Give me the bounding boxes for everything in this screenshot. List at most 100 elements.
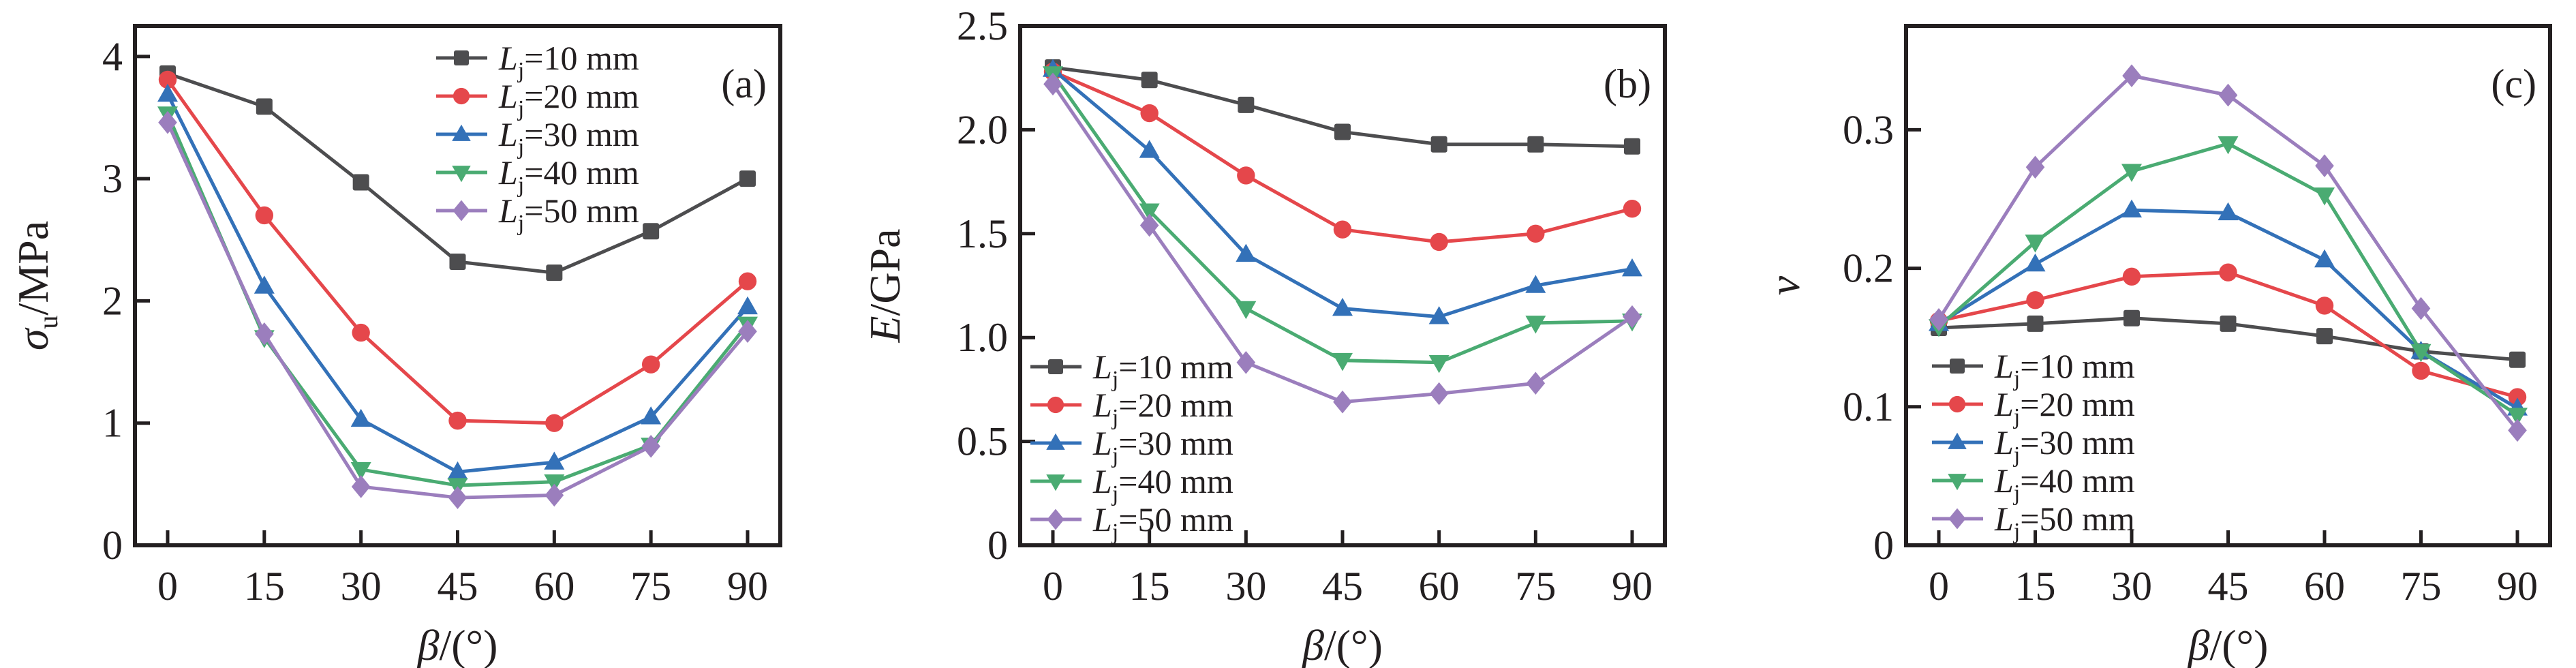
- legend-item: Lj=40 mm: [1932, 461, 2135, 506]
- chart-panel-c: 0 0.1 0.2 0.3 0 15 30 45 60 75 90 β/(°) ν (c) Lj=10 mm…: [1760, 24, 2552, 668]
- legend-label: Lj=20 mm: [498, 77, 639, 121]
- data-point: [544, 451, 565, 470]
- y-tick-label: 2: [102, 278, 123, 323]
- x-tick-label: 75: [630, 564, 671, 609]
- x-tick-label: 90: [1612, 564, 1653, 609]
- series-2: [1043, 62, 1642, 252]
- data-point: [1236, 350, 1256, 374]
- data-point: [350, 462, 371, 481]
- y-tick-label: 0.2: [1843, 246, 1894, 291]
- data-point: [1139, 213, 1159, 237]
- data-point: [2509, 351, 2526, 368]
- data-point: [2315, 297, 2334, 315]
- y-tick-label: 0: [102, 523, 123, 568]
- legend-marker: [1046, 474, 1065, 491]
- x-tick-label: 60: [534, 564, 574, 609]
- legend-label: Lj=20 mm: [1994, 385, 2135, 429]
- data-point: [1430, 136, 1447, 153]
- series-2: [158, 70, 757, 432]
- data-point: [1332, 352, 1353, 371]
- data-point: [2027, 315, 2044, 332]
- data-point: [1333, 220, 1352, 239]
- data-point: [738, 272, 757, 290]
- legend-marker: [452, 124, 471, 141]
- data-point: [256, 98, 273, 115]
- x-tick-label: 15: [244, 564, 285, 609]
- series-5: [1929, 64, 2527, 442]
- legend-marker: [1948, 508, 1966, 530]
- data-point: [1428, 306, 1450, 324]
- series-line: [1052, 70, 1633, 244]
- data-point: [1929, 307, 1948, 331]
- legend-label: Lj=20 mm: [1092, 386, 1233, 430]
- data-point: [1236, 243, 1257, 262]
- data-point: [546, 264, 563, 282]
- y-axis-label: E/GPa: [861, 228, 909, 343]
- legend-label: Lj=30 mm: [498, 115, 639, 160]
- data-point: [738, 320, 757, 344]
- legend-label: Lj=10 mm: [1994, 347, 2135, 391]
- data-point: [448, 411, 467, 430]
- data-point: [2315, 154, 2334, 178]
- x-tick-label: 30: [1225, 564, 1266, 609]
- data-point: [2218, 136, 2239, 155]
- data-point: [1526, 371, 1546, 395]
- data-point: [1141, 72, 1158, 89]
- x-tick-label: 60: [2304, 564, 2345, 609]
- x-tick-label: 45: [1322, 564, 1363, 609]
- data-point: [739, 170, 756, 187]
- data-point: [352, 323, 370, 342]
- data-point: [2316, 328, 2333, 345]
- data-point: [737, 296, 758, 315]
- legend-label: Lj=50 mm: [1994, 500, 2135, 544]
- legend-label: Lj=30 mm: [1092, 424, 1233, 468]
- data-point: [544, 474, 565, 493]
- y-tick-label: 0.1: [1843, 384, 1894, 429]
- x-tick-label: 45: [438, 564, 478, 609]
- legend-item: Lj=40 mm: [436, 153, 639, 198]
- y-tick-label: 1.5: [957, 211, 1008, 256]
- legend-marker: [454, 50, 469, 65]
- x-tick-label: 60: [1419, 564, 1460, 609]
- data-point: [158, 110, 177, 134]
- data-point: [1237, 166, 1255, 185]
- legend-item: Lj=10 mm: [1932, 347, 2135, 391]
- y-tick-label: 0.3: [1843, 107, 1894, 152]
- data-point: [1428, 354, 1450, 374]
- data-point: [1139, 140, 1160, 158]
- data-point: [447, 461, 468, 480]
- legend-label: Lj=30 mm: [1994, 423, 2135, 468]
- data-point: [1525, 316, 1546, 334]
- data-point: [2026, 291, 2044, 309]
- chart-panel-b: 0 0.5 1.0 1.5 2.0 2.5 0 15 30 45 60 75 90 β/(°) E/GPa (…: [861, 3, 1667, 668]
- legend-item: Lj=10 mm: [436, 39, 639, 83]
- legend-marker: [1048, 359, 1063, 374]
- legend-marker: [1046, 433, 1065, 450]
- data-point: [157, 83, 178, 102]
- data-point: [2507, 408, 2528, 426]
- data-point: [2220, 315, 2237, 332]
- series-3: [157, 83, 758, 480]
- legend-label: Lj=40 mm: [1092, 462, 1233, 506]
- x-tick-label: 15: [1129, 564, 1170, 609]
- legend-marker: [1047, 396, 1064, 414]
- series-1: [1045, 59, 1640, 155]
- data-point: [641, 406, 662, 425]
- y-axis-label: σu/MPa: [9, 221, 63, 350]
- x-axis-label: β/(°): [2187, 621, 2269, 668]
- data-point: [1430, 232, 1448, 252]
- y-axis-label: ν: [1760, 275, 1809, 295]
- data-point: [2025, 253, 2046, 272]
- x-tick-label: 90: [727, 564, 768, 609]
- data-point: [641, 434, 660, 458]
- data-point: [1525, 275, 1546, 293]
- legend-label: Lj=40 mm: [1994, 461, 2135, 506]
- legend-marker: [1047, 508, 1064, 530]
- x-tick-label: 75: [1515, 564, 1556, 609]
- y-tick-label: 0: [987, 523, 1008, 568]
- legend-label: Lj=50 mm: [1092, 500, 1233, 545]
- legend-item: Lj=50 mm: [436, 192, 639, 236]
